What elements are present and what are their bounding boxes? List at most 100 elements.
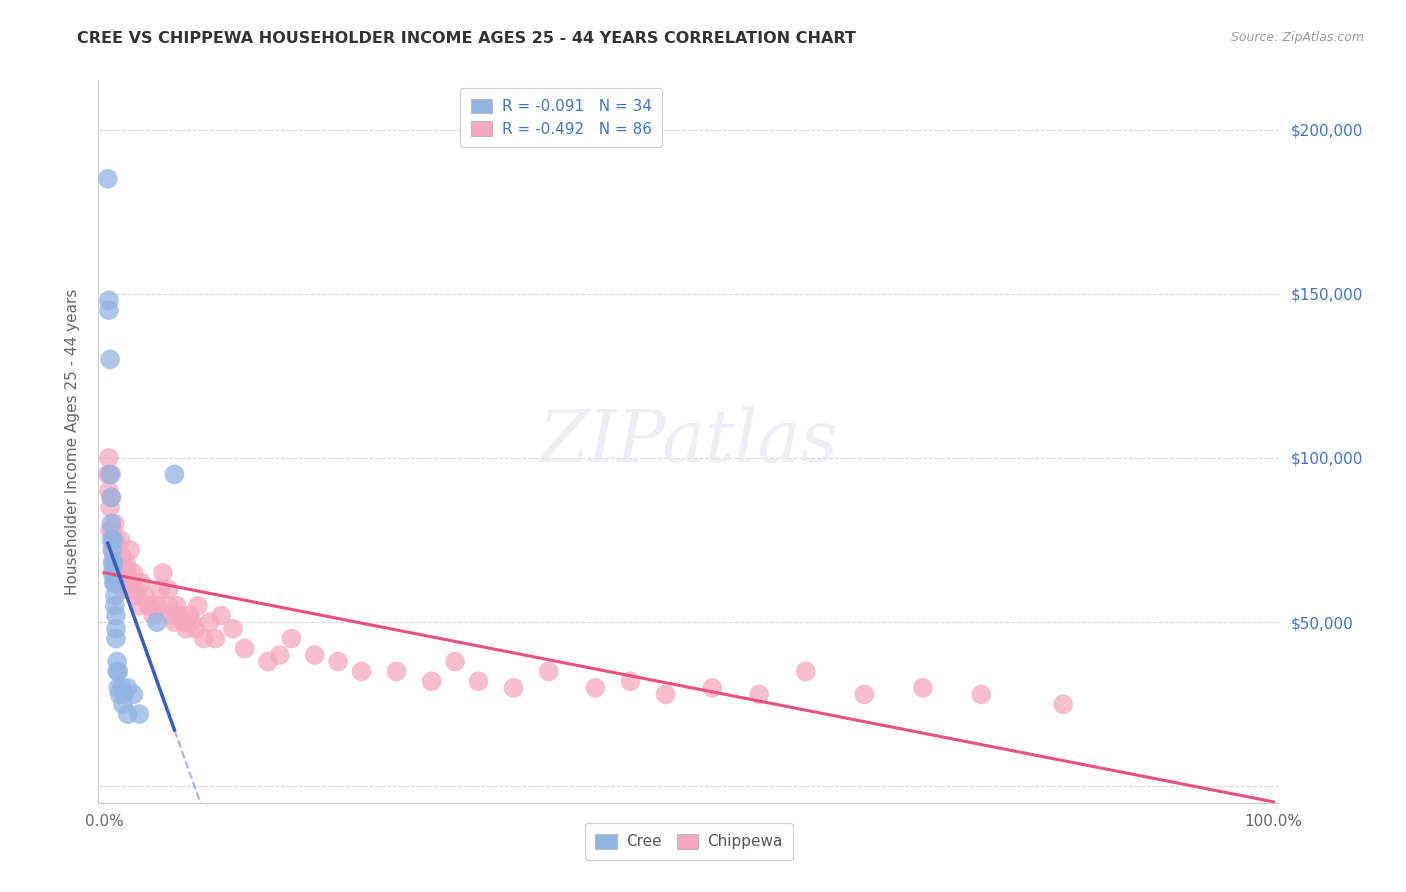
Point (117, 707, 139, 722)
Point (794, 665, 817, 679)
Point (619, 674, 641, 689)
Point (108, 556, 131, 570)
Point (104, 632, 127, 646)
Point (166, 599, 188, 613)
Text: CREE VS CHIPPEWA HOUSEHOLDER INCOME AGES 25 - 44 YEARS CORRELATION CHART: CREE VS CHIPPEWA HOUSEHOLDER INCOME AGES… (77, 31, 856, 46)
Point (502, 681, 524, 695)
Point (105, 566, 128, 580)
Point (104, 516, 127, 531)
Point (1052, 698, 1074, 712)
Point (853, 687, 876, 701)
Point (280, 632, 302, 646)
Point (117, 566, 139, 580)
Point (111, 549, 134, 564)
Point (104, 589, 127, 603)
Point (350, 665, 373, 679)
Point (157, 599, 180, 613)
Point (233, 641, 256, 656)
Point (174, 622, 197, 636)
Point (100, 491, 122, 505)
Point (104, 556, 127, 570)
Point (104, 622, 127, 636)
Point (204, 632, 226, 646)
Point (101, 523, 124, 537)
Point (385, 665, 408, 679)
Text: ZIPatlas: ZIPatlas (538, 406, 839, 477)
Point (222, 622, 245, 636)
Point (157, 582, 180, 597)
Point (115, 556, 138, 570)
Point (125, 589, 148, 603)
Legend: Cree, Chippewa: Cree, Chippewa (585, 823, 793, 860)
Point (104, 575, 127, 590)
Point (134, 589, 156, 603)
Point (101, 556, 124, 570)
Point (269, 648, 291, 662)
Point (138, 599, 160, 613)
Point (98, 352, 121, 367)
Point (146, 599, 169, 613)
Point (104, 599, 127, 613)
Point (105, 655, 128, 669)
Point (911, 681, 934, 695)
Point (537, 665, 560, 679)
Point (105, 542, 128, 557)
Point (112, 566, 135, 580)
Point (122, 687, 145, 701)
Y-axis label: Householder Income Ages 25 - 44 years: Householder Income Ages 25 - 44 years (65, 288, 80, 595)
Point (748, 687, 770, 701)
Point (97, 171, 120, 186)
Point (118, 542, 141, 557)
Point (103, 556, 125, 570)
Point (654, 687, 676, 701)
Point (326, 655, 349, 669)
Point (184, 622, 207, 636)
Point (98, 500, 121, 515)
Point (128, 707, 150, 722)
Point (108, 687, 131, 701)
Point (163, 615, 186, 630)
Point (110, 566, 132, 580)
Point (152, 566, 174, 580)
Point (124, 582, 146, 597)
Point (179, 608, 201, 623)
Point (111, 681, 134, 695)
Point (103, 533, 125, 547)
Point (257, 655, 280, 669)
Point (97, 303, 120, 318)
Point (111, 556, 134, 570)
Point (169, 608, 191, 623)
Point (163, 467, 186, 482)
Point (105, 665, 128, 679)
Point (444, 655, 467, 669)
Point (304, 648, 326, 662)
Point (97, 483, 120, 498)
Point (187, 599, 209, 613)
Point (146, 615, 169, 630)
Point (112, 687, 135, 701)
Point (110, 533, 132, 547)
Point (420, 674, 443, 689)
Point (103, 566, 125, 580)
Point (100, 491, 122, 505)
Point (97, 467, 120, 482)
Point (111, 582, 134, 597)
Point (101, 542, 124, 557)
Point (583, 681, 606, 695)
Point (100, 516, 122, 531)
Text: Source: ZipAtlas.com: Source: ZipAtlas.com (1230, 31, 1364, 45)
Point (104, 608, 127, 623)
Point (131, 575, 153, 590)
Point (107, 549, 129, 564)
Point (104, 542, 127, 557)
Point (107, 681, 129, 695)
Point (193, 632, 215, 646)
Point (100, 467, 122, 482)
Point (98, 467, 121, 482)
Point (103, 549, 125, 564)
Point (97, 450, 120, 465)
Point (181, 615, 204, 630)
Point (467, 674, 489, 689)
Point (107, 665, 129, 679)
Point (107, 575, 129, 590)
